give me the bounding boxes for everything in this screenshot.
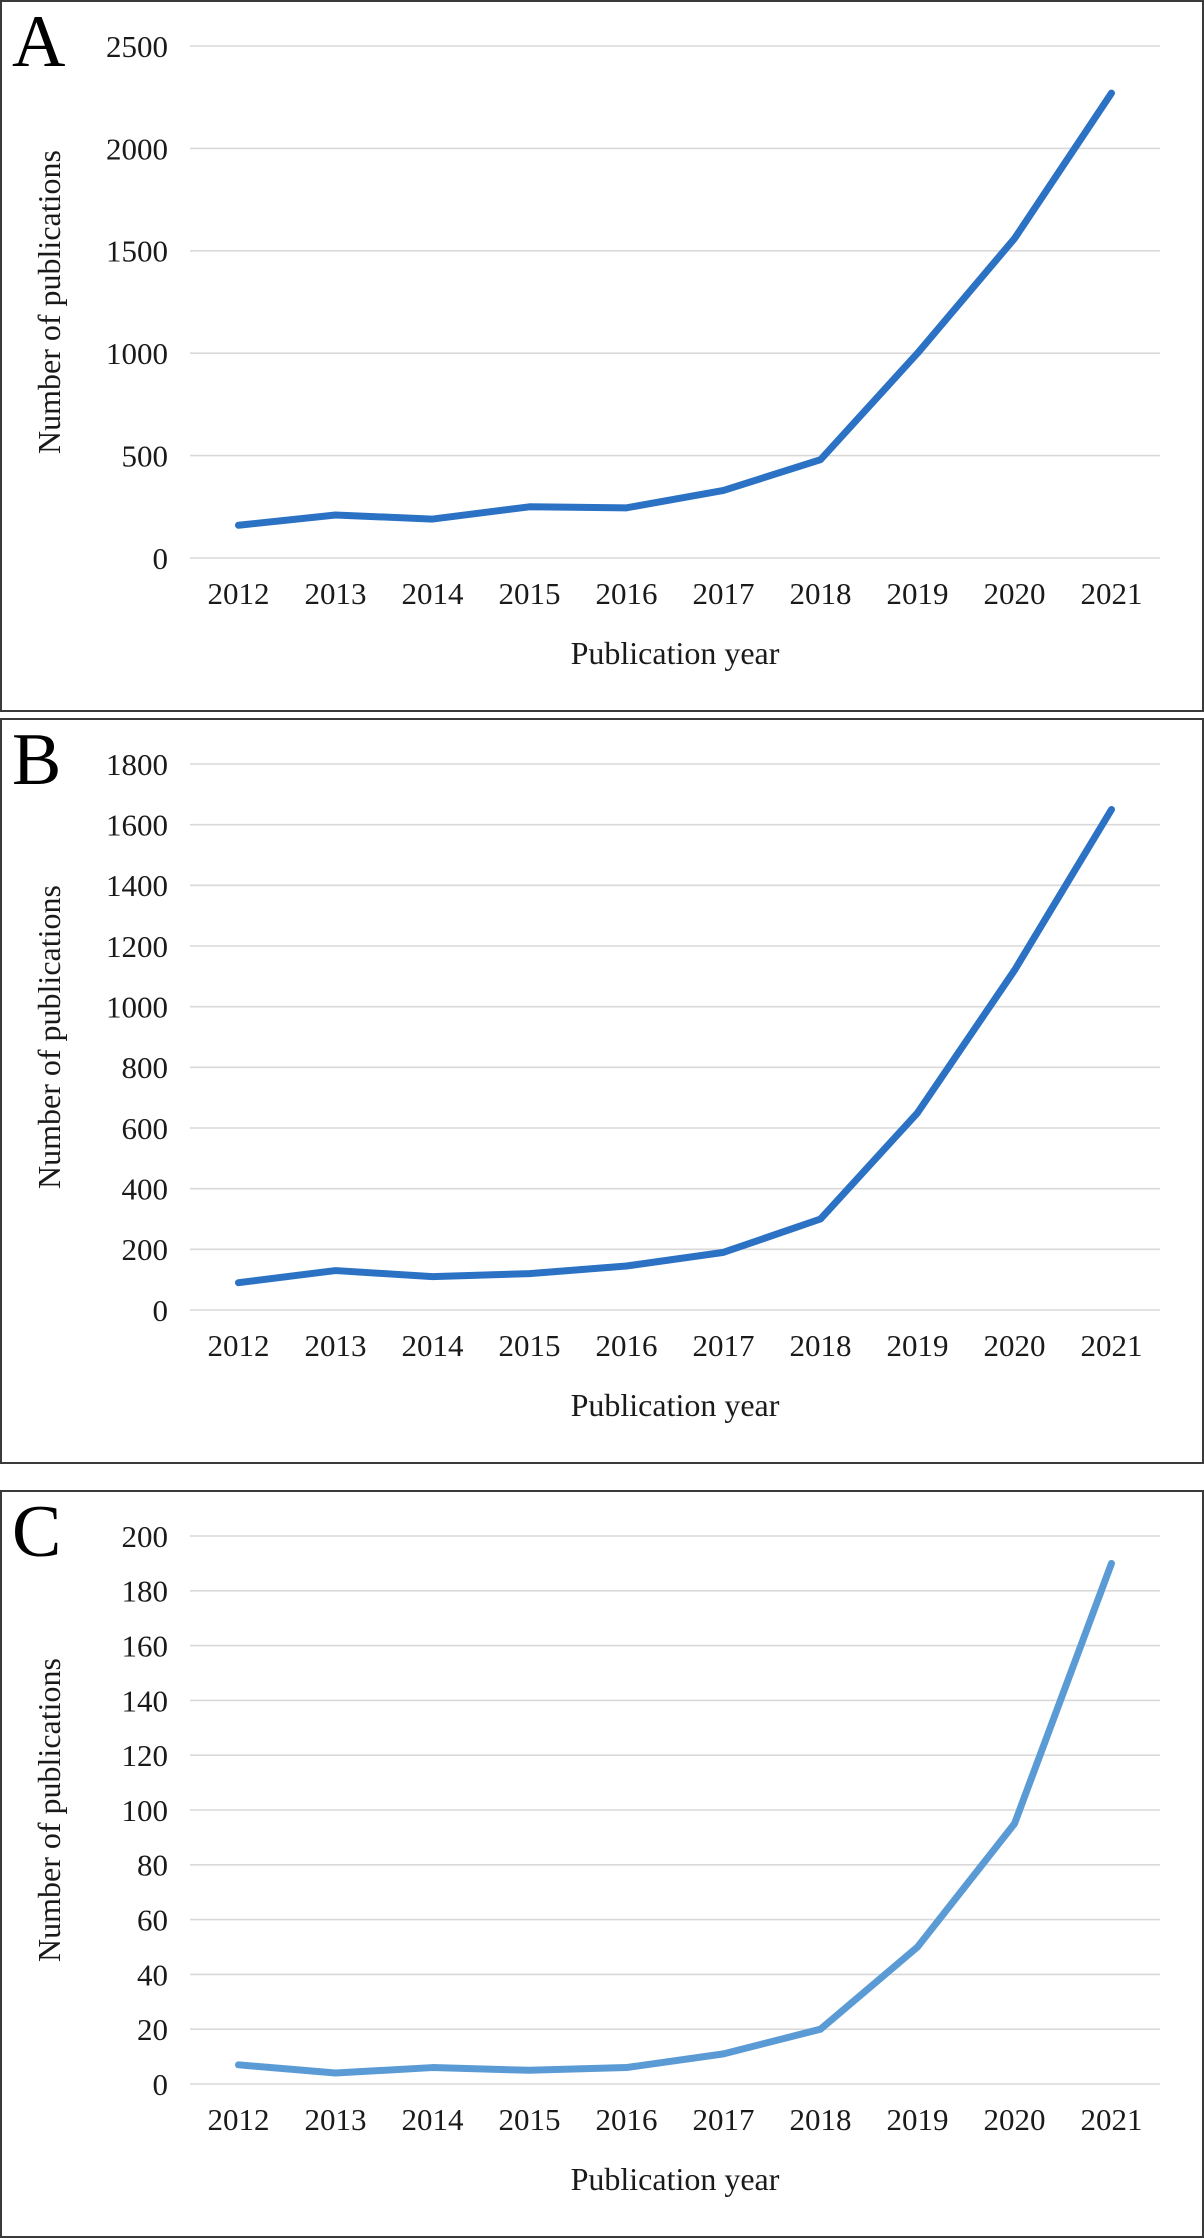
y-tick-label: 1200 bbox=[106, 929, 168, 964]
y-tick-label: 200 bbox=[122, 1232, 169, 1267]
y-tick-label: 1600 bbox=[106, 808, 168, 843]
x-axis-title: Publication year bbox=[571, 1387, 780, 1423]
x-tick-label: 2016 bbox=[596, 2102, 658, 2137]
x-tick-label: 2014 bbox=[402, 1328, 465, 1363]
chart-panel-c: C 0 20 40 60 80 100 120 140 160 180 200 2012 2013 201… bbox=[0, 1490, 1204, 2238]
y-tick-label: 1000 bbox=[106, 990, 168, 1025]
data-line bbox=[235, 89, 1115, 529]
x-tick-label: 2012 bbox=[208, 2102, 270, 2137]
y-tick-label: 600 bbox=[122, 1111, 169, 1146]
chart-panel-b: B 0 200 400 600 800 1000 1200 1400 1600 1800 2012 2… bbox=[0, 718, 1204, 1464]
x-tick-label: 2021 bbox=[1081, 1328, 1143, 1363]
y-tick-label: 80 bbox=[137, 1848, 168, 1883]
panel-label-a: A bbox=[12, 1, 66, 83]
y-axis-title: Number of publications bbox=[31, 1658, 67, 1962]
y-tick-label: 160 bbox=[122, 1628, 169, 1663]
line-chart-b: 0 200 400 600 800 1000 1200 1400 1600 1800 2012 201… bbox=[31, 747, 1160, 1423]
x-tick-label: 2021 bbox=[1081, 2102, 1143, 2137]
x-tick-label: 2015 bbox=[499, 2102, 561, 2137]
line-chart-c: 0 20 40 60 80 100 120 140 160 180 200 2012 2013 2014 2… bbox=[31, 1519, 1160, 2197]
data-line bbox=[235, 1559, 1115, 2077]
y-tick-label: 60 bbox=[137, 1902, 168, 1937]
y-tick-label: 0 bbox=[153, 541, 169, 576]
x-tick-label: 2017 bbox=[693, 1328, 755, 1363]
x-tick-label: 2016 bbox=[596, 1328, 658, 1363]
y-tick-label: 100 bbox=[122, 1793, 169, 1828]
y-tick-label: 0 bbox=[153, 1293, 169, 1328]
panel-label-b: B bbox=[12, 719, 62, 801]
y-tick-label: 1500 bbox=[106, 234, 168, 269]
x-tick-label: 2015 bbox=[499, 576, 561, 611]
x-tick-label: 2019 bbox=[887, 576, 949, 611]
y-tick-label: 1800 bbox=[106, 747, 168, 782]
x-tick-label: 2019 bbox=[887, 1328, 949, 1363]
y-tick-label: 20 bbox=[137, 2012, 168, 2047]
x-tick-label: 2012 bbox=[208, 576, 270, 611]
x-tick-label: 2018 bbox=[790, 576, 852, 611]
x-tick-label: 2021 bbox=[1081, 576, 1143, 611]
y-tick-label: 1000 bbox=[106, 336, 168, 371]
y-axis-title: Number of publications bbox=[31, 150, 67, 454]
x-tick-label: 2014 bbox=[402, 576, 465, 611]
y-axis-title: Number of publications bbox=[31, 885, 67, 1189]
x-tick-label: 2016 bbox=[596, 576, 658, 611]
y-tick-label: 2500 bbox=[106, 29, 168, 64]
y-tick-label: 500 bbox=[122, 438, 169, 473]
y-tick-label: 0 bbox=[153, 2067, 169, 2102]
x-axis-title: Publication year bbox=[571, 2161, 780, 2197]
y-tick-label: 1400 bbox=[106, 868, 168, 903]
x-tick-label: 2020 bbox=[984, 576, 1046, 611]
y-tick-label: 800 bbox=[122, 1050, 169, 1085]
x-tick-label: 2020 bbox=[984, 1328, 1046, 1363]
x-tick-label: 2018 bbox=[790, 1328, 852, 1363]
x-tick-label: 2013 bbox=[305, 576, 367, 611]
y-tick-label: 140 bbox=[122, 1683, 169, 1718]
x-axis-title: Publication year bbox=[571, 635, 780, 671]
data-line bbox=[235, 806, 1115, 1287]
x-tick-label: 2013 bbox=[305, 2102, 367, 2137]
x-tick-label: 2018 bbox=[790, 2102, 852, 2137]
chart-panel-a: A 0 500 1000 1500 2000 2500 2012 2013 2014 2015 20… bbox=[0, 0, 1204, 712]
y-tick-label: 2000 bbox=[106, 131, 168, 166]
y-tick-label: 120 bbox=[122, 1738, 169, 1773]
x-tick-label: 2019 bbox=[887, 2102, 949, 2137]
x-tick-label: 2017 bbox=[693, 576, 755, 611]
x-tick-label: 2012 bbox=[208, 1328, 270, 1363]
x-tick-label: 2017 bbox=[693, 2102, 755, 2137]
line-chart-a: 0 500 1000 1500 2000 2500 2012 2013 2014 2015 2016… bbox=[31, 29, 1160, 671]
y-tick-label: 200 bbox=[122, 1519, 169, 1554]
x-tick-label: 2020 bbox=[984, 2102, 1046, 2137]
y-tick-label: 40 bbox=[137, 1957, 168, 1992]
y-tick-label: 180 bbox=[122, 1574, 169, 1609]
panel-label-c: C bbox=[12, 1491, 62, 1573]
x-tick-label: 2014 bbox=[402, 2102, 465, 2137]
y-tick-label: 400 bbox=[122, 1172, 169, 1207]
x-tick-label: 2015 bbox=[499, 1328, 561, 1363]
x-tick-label: 2013 bbox=[305, 1328, 367, 1363]
